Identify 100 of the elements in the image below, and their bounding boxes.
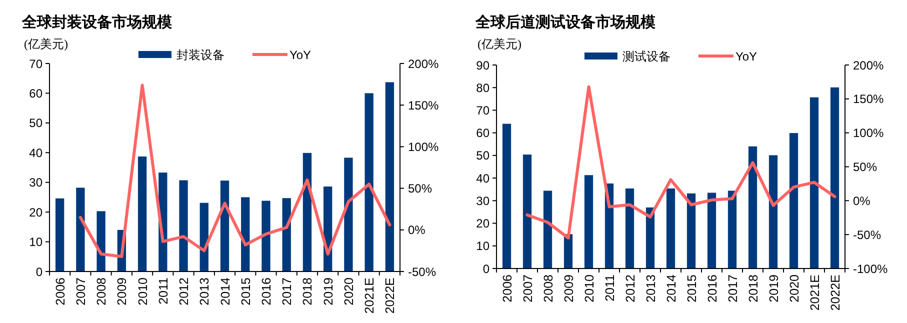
y2-tick-label: 50% xyxy=(853,160,878,174)
bar xyxy=(364,93,374,272)
y-tick-label: 30 xyxy=(476,194,490,208)
x-tick-label: 2013 xyxy=(644,274,658,302)
x-tick-label: 2007 xyxy=(520,274,535,302)
bar xyxy=(830,87,840,268)
y2-tick-label: -100% xyxy=(853,262,888,276)
x-tick-label: 2007 xyxy=(74,277,88,306)
x-tick-label: 2012 xyxy=(177,277,192,306)
y2-tick-label: 100% xyxy=(408,140,440,154)
chart-title: 全球封装设备市场规模 xyxy=(21,13,173,31)
x-tick-label: 2009 xyxy=(562,274,576,302)
bar xyxy=(344,158,353,272)
bar xyxy=(522,154,532,268)
x-tick-label: 2011 xyxy=(602,274,617,302)
y2-tick-label: 150% xyxy=(408,98,440,112)
x-tick-label: 2020 xyxy=(342,277,356,306)
y-axis-title: (亿美元) xyxy=(478,37,522,51)
x-tick-label: 2017 xyxy=(280,277,294,306)
x-tick-label: 2006 xyxy=(53,277,68,306)
line-series xyxy=(526,85,836,240)
y-tick-label: 20 xyxy=(29,205,43,220)
y-tick-label: 60 xyxy=(29,86,43,101)
y-tick-label: 10 xyxy=(29,235,43,250)
y2-tick-label: 200% xyxy=(408,56,440,71)
bar xyxy=(502,124,512,268)
y-tick-label: 0 xyxy=(36,264,43,279)
bar xyxy=(666,188,676,268)
x-tick-label: 2018 xyxy=(746,274,760,302)
legend-label: YoY xyxy=(289,48,312,62)
x-tick-label: 2015 xyxy=(684,274,699,302)
x-tick-label: 2006 xyxy=(500,274,514,302)
bar xyxy=(768,155,778,268)
x-tick-label: 2017 xyxy=(726,274,740,302)
bar xyxy=(241,197,250,272)
y-tick-label: 70 xyxy=(29,56,43,71)
legend-label: 封装设备 xyxy=(176,48,224,62)
bar xyxy=(748,146,758,268)
y-axis-title: (亿美元) xyxy=(24,37,68,51)
bar xyxy=(584,175,594,268)
y2-tick-label: 50% xyxy=(408,182,432,196)
y2-tick-label: -50% xyxy=(853,228,882,242)
x-tick-label: 2008 xyxy=(94,277,109,306)
bar xyxy=(55,198,64,272)
bar xyxy=(138,156,147,272)
bar xyxy=(728,190,737,268)
y2-tick-label: -50% xyxy=(408,264,436,279)
x-tick-label: 2021E xyxy=(808,274,822,311)
y2-tick-label: 100% xyxy=(853,126,884,140)
bar xyxy=(96,211,106,272)
x-tick-label: 2014 xyxy=(218,277,232,306)
x-tick-label: 2016 xyxy=(259,277,274,306)
bar xyxy=(625,188,634,268)
x-tick-label: 2018 xyxy=(300,277,315,306)
chart-title: 全球后道测试设备市场规模 xyxy=(474,13,656,31)
x-tick-label: 2011 xyxy=(156,277,170,304)
y-tick-label: 20 xyxy=(476,216,490,231)
y-tick-label: 50 xyxy=(29,116,43,130)
x-tick-label: 2022E xyxy=(828,274,842,311)
y2-tick-label: 0% xyxy=(408,223,426,238)
x-tick-label: 2012 xyxy=(623,274,638,302)
bar xyxy=(707,192,716,268)
legend-label: 测试设备 xyxy=(622,49,670,64)
y-tick-label: 30 xyxy=(29,176,43,190)
bar xyxy=(76,188,85,272)
bar xyxy=(262,200,270,272)
bar xyxy=(282,198,291,272)
bar xyxy=(810,97,819,268)
bar xyxy=(686,193,696,268)
y-tick-label: 40 xyxy=(29,146,43,160)
x-tick-label: 2019 xyxy=(766,274,781,302)
y-tick-label: 70 xyxy=(476,104,490,118)
x-tick-label: 2019 xyxy=(321,277,336,306)
bar xyxy=(543,190,552,268)
x-tick-label: 2013 xyxy=(198,277,212,306)
y-tick-label: 60 xyxy=(476,126,490,140)
bar xyxy=(789,133,798,268)
x-tick-label: 2016 xyxy=(705,274,720,302)
x-tick-label: 2015 xyxy=(238,277,253,306)
x-tick-label: 2022E xyxy=(383,278,398,314)
y-tick-label: 50 xyxy=(476,148,490,163)
x-tick-label: 2010 xyxy=(582,274,596,302)
x-tick-label: 2021E xyxy=(362,278,377,314)
x-tick-label: 2008 xyxy=(541,274,556,302)
y-tick-label: 80 xyxy=(476,80,490,95)
x-tick-label: 2010 xyxy=(136,277,150,306)
y-tick-label: 10 xyxy=(476,239,490,254)
y2-tick-label: 0% xyxy=(853,194,871,208)
x-tick-label: 2014 xyxy=(664,274,678,302)
bar xyxy=(179,180,188,272)
y-tick-label: 0 xyxy=(482,262,490,276)
y-tick-label: 90 xyxy=(476,58,490,72)
bar xyxy=(385,82,394,272)
y2-tick-label: 150% xyxy=(853,92,884,106)
x-tick-label: 2009 xyxy=(115,277,130,306)
bar xyxy=(646,207,655,268)
x-tick-label: 2020 xyxy=(787,274,802,302)
bar xyxy=(220,180,230,272)
y2-tick-label: 200% xyxy=(853,58,884,72)
legend-label: YoY xyxy=(735,49,758,64)
